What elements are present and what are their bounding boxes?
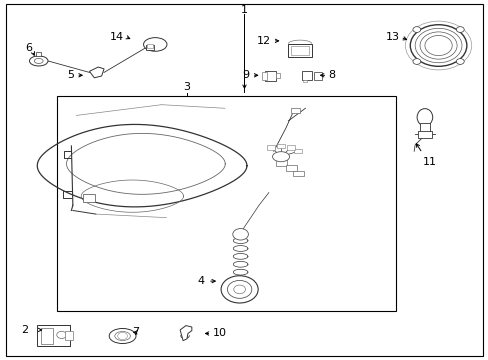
- Text: 2: 2: [21, 325, 28, 335]
- Text: 14: 14: [109, 32, 123, 41]
- Bar: [267, 145, 275, 149]
- Polygon shape: [180, 325, 191, 341]
- Bar: [285, 165, 296, 171]
- Bar: [57, 96, 395, 311]
- Bar: [286, 145, 294, 149]
- Ellipse shape: [109, 328, 136, 343]
- Text: 9: 9: [242, 70, 249, 80]
- Text: 3: 3: [183, 82, 190, 92]
- Bar: [417, 131, 431, 138]
- Bar: [262, 72, 266, 80]
- Ellipse shape: [143, 38, 166, 51]
- Text: 13: 13: [385, 32, 399, 42]
- Bar: [276, 160, 286, 166]
- Text: 4: 4: [197, 276, 204, 286]
- Polygon shape: [89, 67, 104, 78]
- Text: 12: 12: [257, 36, 271, 46]
- Text: 6: 6: [25, 43, 32, 53]
- Ellipse shape: [29, 56, 48, 66]
- Text: 10: 10: [212, 328, 226, 338]
- Circle shape: [414, 28, 461, 63]
- Text: 11: 11: [422, 157, 436, 167]
- Ellipse shape: [416, 109, 432, 126]
- Bar: [277, 144, 285, 148]
- Bar: [288, 44, 311, 57]
- Bar: [303, 80, 306, 82]
- Bar: [37, 325, 70, 346]
- Bar: [41, 328, 53, 343]
- Text: 5: 5: [67, 70, 74, 80]
- Text: 8: 8: [328, 70, 335, 80]
- Ellipse shape: [115, 332, 130, 341]
- Bar: [147, 44, 153, 48]
- Bar: [146, 45, 154, 50]
- Bar: [293, 149, 301, 153]
- Circle shape: [455, 27, 463, 32]
- Bar: [264, 71, 275, 81]
- Bar: [302, 71, 311, 80]
- Circle shape: [412, 59, 420, 64]
- Bar: [313, 72, 321, 80]
- Circle shape: [455, 59, 463, 64]
- Text: 1: 1: [241, 5, 247, 15]
- Text: 7: 7: [132, 327, 140, 337]
- Circle shape: [227, 280, 251, 298]
- Circle shape: [57, 331, 66, 338]
- Bar: [293, 171, 304, 176]
- Ellipse shape: [272, 152, 289, 162]
- Bar: [291, 46, 308, 55]
- Circle shape: [233, 285, 245, 294]
- Bar: [275, 73, 279, 78]
- Bar: [290, 108, 299, 113]
- Circle shape: [221, 276, 258, 303]
- Circle shape: [419, 32, 456, 59]
- Circle shape: [424, 36, 451, 55]
- Circle shape: [412, 27, 420, 32]
- Circle shape: [232, 229, 248, 240]
- Bar: [36, 51, 41, 56]
- Bar: [419, 123, 429, 132]
- Bar: [64, 331, 73, 340]
- Bar: [82, 194, 95, 202]
- Ellipse shape: [34, 58, 43, 63]
- Circle shape: [409, 25, 466, 66]
- Circle shape: [118, 332, 127, 339]
